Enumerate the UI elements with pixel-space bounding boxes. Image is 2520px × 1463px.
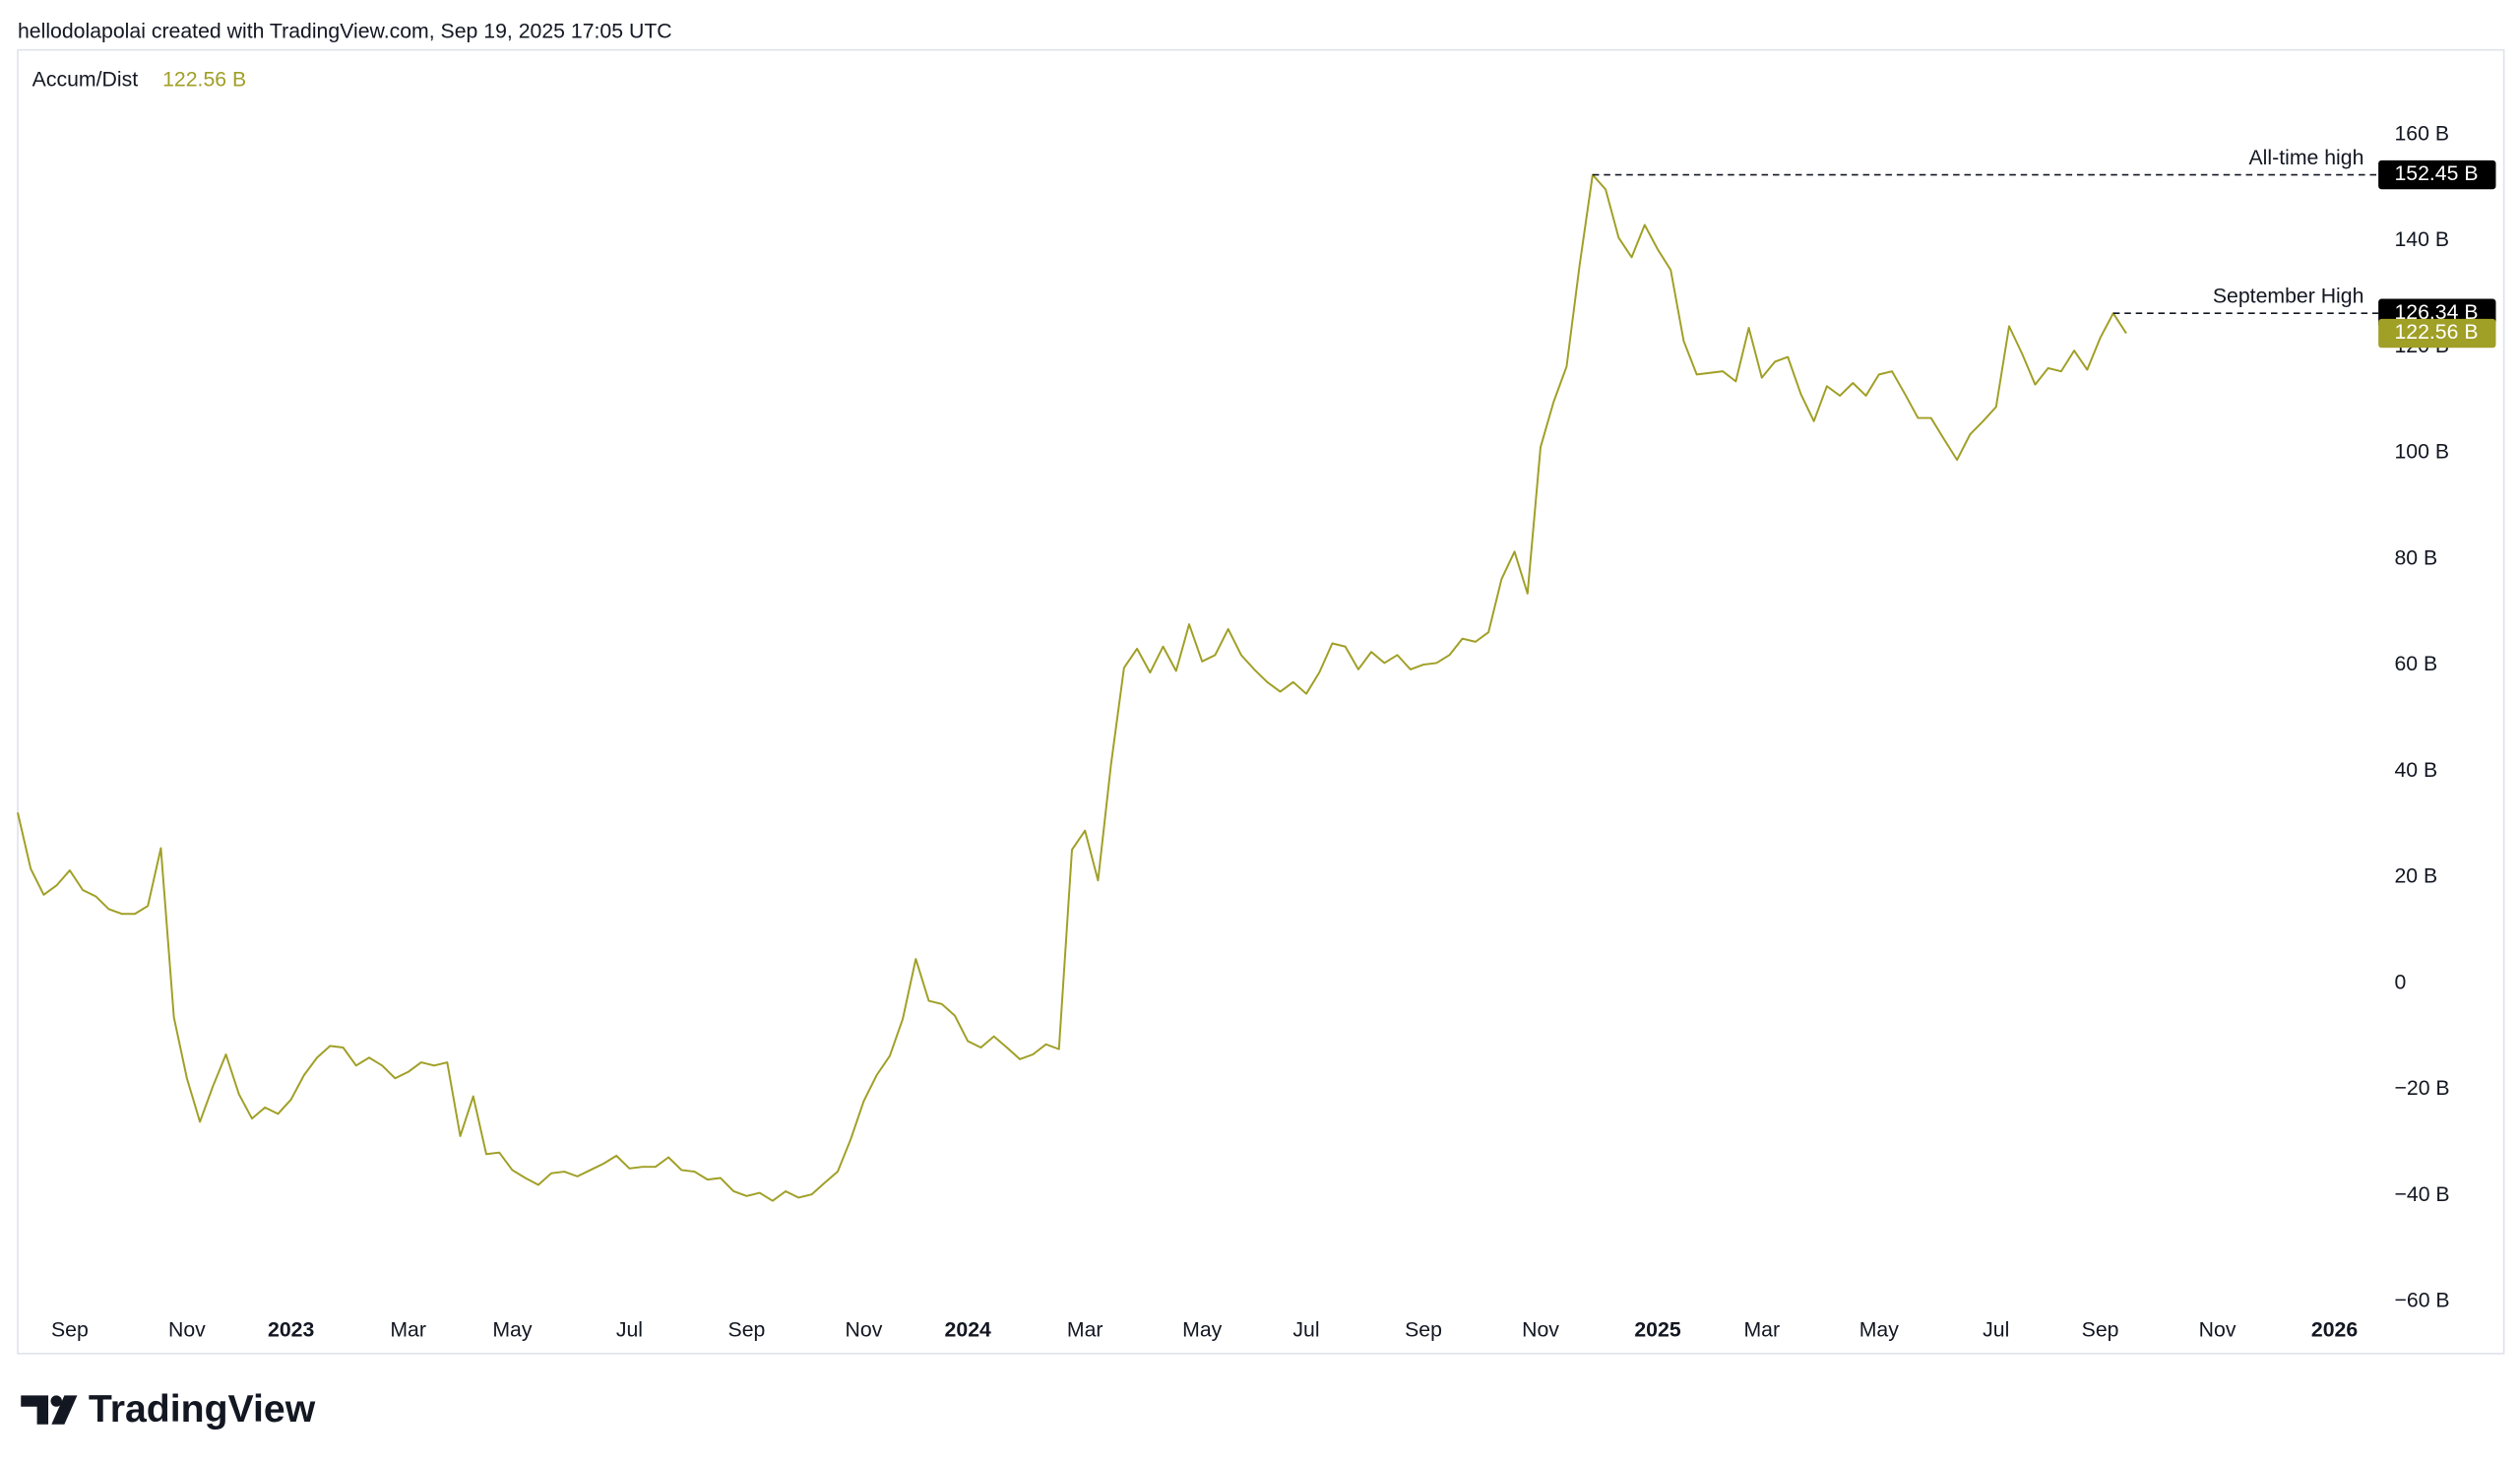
y-tick-label: −20 B [2394,1076,2449,1100]
current-badge-label: 122.56 B [2394,320,2478,344]
y-tick-label: 60 B [2394,652,2437,675]
x-tick-label: Nov [1522,1318,1559,1342]
x-tick-label: Mar [1067,1318,1103,1342]
x-tick-label: Sep [2082,1318,2119,1342]
header: hellodolapolai created with TradingView.… [18,19,672,42]
x-tick-label: Mar [390,1318,426,1342]
x-tick-label: 2023 [268,1318,314,1342]
x-tick-label: 2025 [1634,1318,1680,1342]
x-tick-label: Jul [1292,1318,1319,1342]
chart-frame [17,48,2505,1355]
annotation-text: All-time high [2249,146,2364,169]
y-tick-label: 100 B [2394,440,2449,464]
legend-name: Accum/Dist [32,67,139,91]
x-tick-label: Mar [1743,1318,1780,1342]
y-tick-label: 80 B [2394,545,2437,569]
current-badge [2378,318,2496,349]
y-tick-label: 40 B [2394,758,2437,782]
price-badge-label: 152.45 B [2394,161,2478,185]
x-tick-label: Nov [846,1318,883,1342]
annotation-text: September High [2213,284,2364,307]
y-tick-label: 20 B [2394,864,2437,888]
logo: TradingView [21,1387,316,1431]
logo-dot [50,1395,62,1407]
x-tick-label: Sep [1405,1318,1442,1342]
y-tick-label: −40 B [2394,1182,2449,1206]
x-tick-label: Jul [616,1318,643,1342]
x-tick-label: Sep [728,1318,766,1342]
price-badge [2378,159,2496,190]
y-tick-label: 140 B [2394,227,2449,251]
x-tick-label: May [1182,1318,1223,1342]
x-tick-label: Nov [168,1318,206,1342]
y-tick-label: 160 B [2394,121,2449,145]
x-tick-label: Nov [2199,1318,2236,1342]
y-tick-label: 0 [2394,970,2406,993]
x-tick-label: Sep [51,1318,89,1342]
brand: TradingView [89,1387,316,1431]
x-tick-label: May [492,1318,533,1342]
y-tick-label: −60 B [2394,1289,2449,1312]
x-tick-label: May [1859,1318,1900,1342]
x-tick-label: 2024 [945,1318,991,1342]
logo-mark [21,1395,49,1425]
x-tick-label: 2026 [2311,1318,2358,1342]
data-line [17,173,2127,1202]
legend-value: 122.56 B [162,67,246,91]
x-tick-label: Jul [1983,1318,2009,1342]
logo-slash [51,1395,78,1425]
